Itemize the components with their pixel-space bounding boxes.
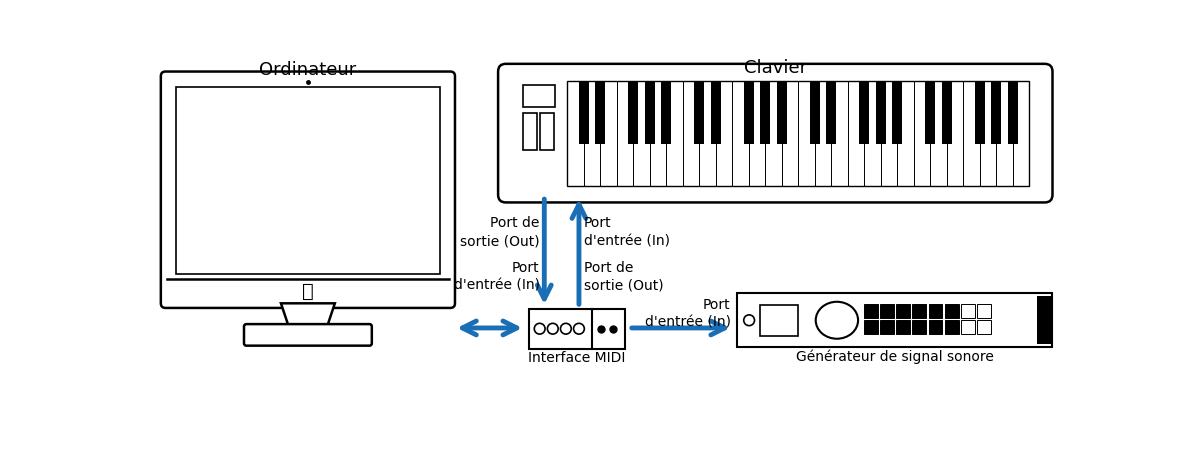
- Bar: [912, 320, 926, 334]
- Bar: [992, 81, 1001, 144]
- Bar: [912, 304, 926, 318]
- Bar: [810, 81, 820, 144]
- Bar: [761, 81, 770, 144]
- Bar: [596, 81, 605, 144]
- Bar: [541, 113, 554, 150]
- Bar: [880, 304, 894, 318]
- FancyBboxPatch shape: [161, 71, 455, 308]
- Bar: [694, 81, 704, 144]
- Bar: [929, 320, 943, 334]
- Bar: [529, 308, 625, 349]
- Bar: [942, 81, 952, 144]
- Text: Clavier: Clavier: [744, 59, 807, 77]
- Bar: [523, 86, 555, 107]
- Bar: [737, 293, 1052, 347]
- Bar: [945, 304, 958, 318]
- Bar: [961, 320, 975, 334]
- Bar: [975, 81, 984, 144]
- Bar: [977, 304, 990, 318]
- Bar: [744, 81, 754, 144]
- Text: Port de
sortie (Out): Port de sortie (Out): [460, 216, 540, 248]
- Polygon shape: [281, 303, 335, 326]
- Circle shape: [547, 324, 558, 334]
- Text: Port
d'entrée (In): Port d'entrée (In): [454, 261, 540, 293]
- Bar: [579, 81, 589, 144]
- Bar: [864, 320, 877, 334]
- Bar: [897, 304, 910, 318]
- Text: Port
d'entrée (In): Port d'entrée (In): [584, 216, 669, 248]
- Bar: [925, 81, 936, 144]
- Bar: [711, 81, 721, 144]
- Bar: [1037, 296, 1051, 344]
- Bar: [176, 87, 440, 274]
- Bar: [760, 305, 798, 336]
- Bar: [977, 320, 990, 334]
- Text: Ordinateur: Ordinateur: [259, 61, 357, 79]
- Circle shape: [573, 324, 584, 334]
- Bar: [961, 304, 975, 318]
- Ellipse shape: [816, 302, 858, 339]
- Text: Interface MIDI: Interface MIDI: [528, 351, 625, 365]
- FancyBboxPatch shape: [244, 324, 372, 346]
- Bar: [929, 304, 943, 318]
- Bar: [876, 81, 886, 144]
- Bar: [661, 81, 672, 144]
- Text: Générateur de signal sonore: Générateur de signal sonore: [795, 349, 994, 364]
- Bar: [567, 81, 1030, 186]
- Text: Port de
sortie (Out): Port de sortie (Out): [584, 261, 663, 293]
- Text: Port
d'entrée (In): Port d'entrée (In): [644, 298, 730, 330]
- FancyBboxPatch shape: [498, 64, 1052, 202]
- Bar: [860, 81, 869, 144]
- Bar: [629, 81, 638, 144]
- Bar: [644, 81, 655, 144]
- Circle shape: [560, 324, 571, 334]
- Circle shape: [744, 315, 755, 326]
- Text: : : [302, 282, 314, 300]
- Bar: [893, 81, 902, 144]
- Bar: [523, 113, 536, 150]
- Bar: [776, 81, 787, 144]
- Bar: [864, 304, 877, 318]
- Bar: [897, 320, 910, 334]
- Bar: [826, 81, 836, 144]
- Bar: [945, 320, 958, 334]
- Bar: [880, 320, 894, 334]
- Bar: [1008, 81, 1018, 144]
- Circle shape: [534, 324, 545, 334]
